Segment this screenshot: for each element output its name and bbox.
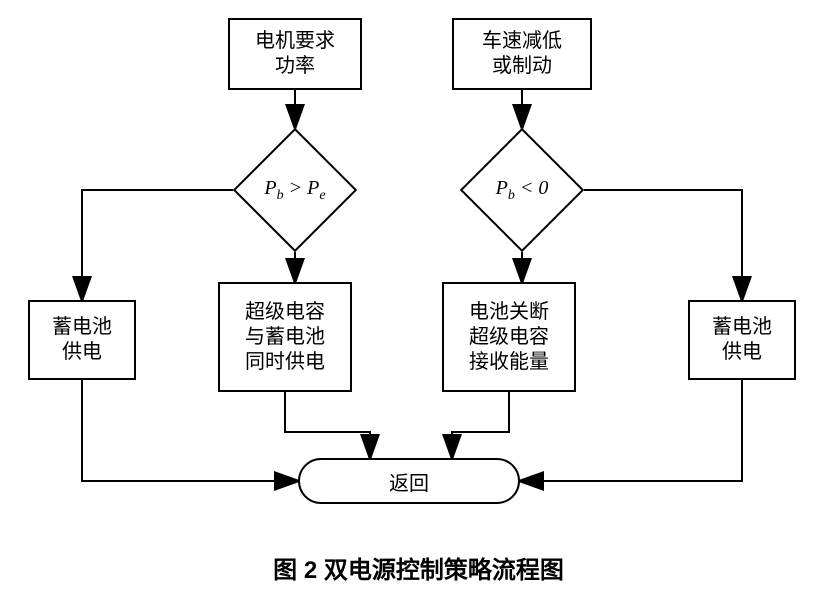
- flowchart-canvas: 电机要求 功率 车速减低 或制动 Pb > Pe Pb < 0 蓄电池 供电 超…: [0, 0, 837, 606]
- edge-out2-to-ret: [285, 392, 370, 458]
- line: 接收能量: [469, 350, 549, 375]
- edge-out4-to-ret: [520, 380, 742, 481]
- line: 或制动: [492, 54, 552, 79]
- node-decision-left: Pb > Pe: [233, 128, 357, 252]
- node-start-right: 车速减低 或制动: [452, 18, 592, 90]
- edge-dec_left-to-out1: [82, 190, 233, 300]
- line: 电池关断: [469, 300, 549, 325]
- caption-text: 图 2 双电源控制策略流程图: [273, 557, 564, 584]
- node-out3: 电池关断 超级电容 接收能量: [442, 282, 576, 392]
- edge-out3-to-ret: [452, 392, 509, 458]
- line: 超级电容: [245, 300, 325, 325]
- line: 蓄电池: [712, 315, 772, 340]
- decision-right-label: Pb < 0: [496, 177, 549, 204]
- line: 蓄电池: [52, 315, 112, 340]
- edge-out1-to-ret: [82, 380, 298, 481]
- node-start-left: 电机要求 功率: [228, 18, 362, 90]
- edge-dec_right-to-out4: [584, 190, 742, 300]
- decision-left-label: Pb > Pe: [264, 177, 325, 204]
- line: 与蓄电池: [245, 325, 325, 350]
- node-return: 返回: [298, 458, 520, 504]
- line: 车速减低: [482, 29, 562, 54]
- line: 电机要求: [255, 29, 335, 54]
- line: 超级电容: [469, 325, 549, 350]
- line: 供电: [722, 340, 762, 365]
- node-out1: 蓄电池 供电: [28, 300, 136, 380]
- line: 同时供电: [245, 350, 325, 375]
- node-decision-right: Pb < 0: [460, 128, 584, 252]
- node-out2: 超级电容 与蓄电池 同时供电: [218, 282, 352, 392]
- line: 功率: [275, 54, 315, 79]
- figure-caption: 图 2 双电源控制策略流程图: [0, 550, 837, 585]
- return-label: 返回: [389, 467, 429, 496]
- node-out4: 蓄电池 供电: [688, 300, 796, 380]
- line: 供电: [62, 340, 102, 365]
